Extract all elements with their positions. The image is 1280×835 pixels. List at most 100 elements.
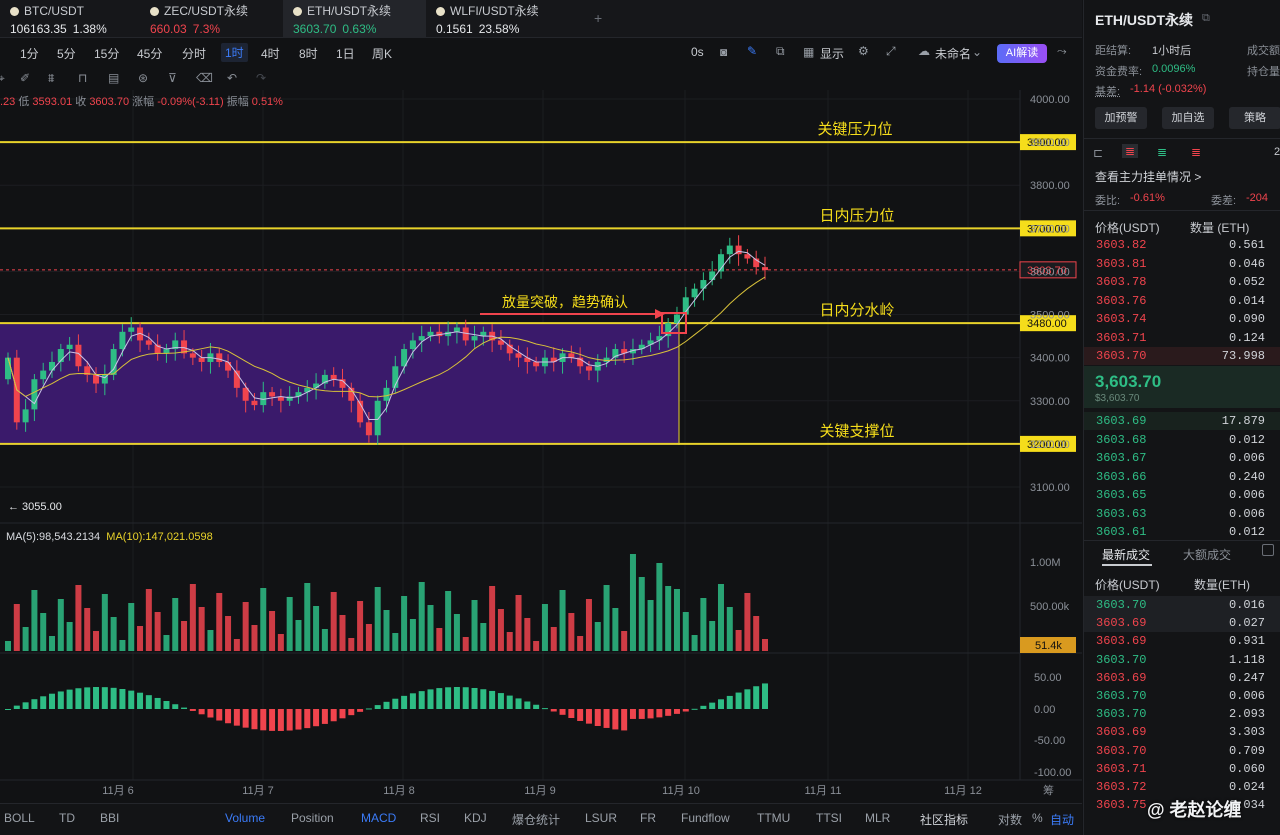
ind-lsur[interactable]: LSUR — [585, 811, 617, 825]
trash-icon[interactable]: ⌫ — [196, 71, 213, 85]
macd-histogram-bar — [753, 686, 759, 709]
chevron-down-icon[interactable]: ⌄ — [972, 45, 982, 59]
ask-row[interactable]: 3603.81 0.046 — [1084, 255, 1280, 273]
candle-body — [128, 327, 134, 331]
tab-wlfi-name: WLFI/USDT永续 — [450, 4, 539, 18]
layout-icon[interactable]: ▦ — [803, 45, 814, 59]
filter-icon[interactable]: ⊽ — [168, 71, 177, 85]
tf-45m[interactable]: 45分 — [137, 45, 162, 62]
tf-1h[interactable]: 1时 — [221, 43, 248, 62]
ai-analysis-button[interactable]: AI解读 — [997, 44, 1047, 63]
ind-mlr[interactable]: MLR — [865, 811, 890, 825]
alert-button[interactable]: 加预警 — [1095, 107, 1147, 129]
tab-btc[interactable]: BTC/USDT 106163.35 1.38% — [0, 0, 140, 38]
pen-icon[interactable]: ✐ — [20, 71, 30, 85]
ask-row[interactable]: 3603.74 0.090 — [1084, 310, 1280, 328]
display-button[interactable]: 显示 — [820, 45, 844, 62]
tf-1m[interactable]: 1分 — [20, 45, 39, 62]
macd-histogram-bar — [287, 709, 293, 731]
tf-4h[interactable]: 4时 — [261, 45, 280, 62]
tab-zec[interactable]: ZEC/USDT永续 660.03 7.3% — [140, 0, 283, 38]
tf-8h[interactable]: 8时 — [299, 45, 318, 62]
ask-row[interactable]: 3603.71 0.124 — [1084, 329, 1280, 347]
ind-kdj[interactable]: KDJ — [464, 811, 487, 825]
tf-1d[interactable]: 1日 — [336, 45, 355, 62]
tf-1w[interactable]: 周K — [372, 45, 392, 62]
ind-fr[interactable]: FR — [640, 811, 656, 825]
settings-icon[interactable]: ⚙ — [858, 44, 869, 58]
percent-toggle[interactable]: % — [1032, 811, 1043, 825]
bid-row[interactable]: 3603.65 0.006 — [1084, 486, 1280, 504]
volume-bar — [278, 634, 284, 651]
magnet-icon[interactable]: ⊛ — [138, 71, 148, 85]
ohlc-chg: -0.09%(-3.11) — [157, 96, 223, 108]
tf-15m[interactable]: 15分 — [94, 45, 119, 62]
camera-icon[interactable]: ◙ — [720, 45, 727, 59]
draw-icon[interactable]: ✎ — [747, 44, 757, 58]
tab-eth[interactable]: ETH/USDT永续 3603.70 0.63% — [283, 0, 426, 38]
panel-symbol-title: ETH/USDT永续 — [1095, 10, 1193, 30]
add-tab-icon[interactable]: + — [594, 10, 602, 26]
strategy-button[interactable]: 策略 — [1229, 107, 1280, 129]
ob-mode-combined-icon[interactable]: ≣ — [1122, 144, 1138, 158]
bid-row[interactable]: 3603.69 17.879 — [1084, 412, 1280, 430]
tf-5m[interactable]: 5分 — [57, 45, 76, 62]
ind-td[interactable]: TD — [59, 811, 75, 825]
bid-row[interactable]: 3603.68 0.012 — [1084, 431, 1280, 449]
chart-area[interactable]: 3900.00 关键压力位 3700.00 日内压力位 3480.00 日内分水岭 3200… — [0, 90, 1082, 803]
big-trades-checkbox[interactable] — [1262, 544, 1274, 556]
undo-icon[interactable]: ↶ — [227, 71, 237, 85]
share-icon[interactable]: ⤳ — [1057, 44, 1067, 59]
ind-volume[interactable]: Volume — [225, 811, 265, 825]
trades-col-price: 价格(USDT) — [1095, 576, 1160, 593]
ob-mode-asks-icon[interactable]: ≣ — [1191, 145, 1201, 159]
redo-icon[interactable]: ↷ — [256, 71, 266, 85]
copy-icon[interactable]: ⧉ — [776, 44, 785, 59]
depth-link[interactable]: 查看主力挂单情况 > — [1095, 168, 1201, 185]
macd-histogram-bar — [586, 709, 592, 724]
ask-row[interactable]: 3603.76 0.014 — [1084, 292, 1280, 310]
macd-histogram-bar — [709, 703, 715, 709]
diff-label: 委差: — [1211, 192, 1236, 208]
big-trades-tab[interactable]: 大额成交 — [1183, 546, 1231, 563]
ask-row[interactable]: 3603.82 0.561 — [1084, 236, 1280, 254]
candle-body — [586, 366, 592, 370]
lock-icon[interactable]: ⊓ — [78, 71, 87, 85]
fullscreen-icon[interactable]: ⤢ — [886, 44, 896, 59]
ind-macd[interactable]: MACD — [361, 811, 396, 825]
watchlist-button[interactable]: 加自选 — [1162, 107, 1214, 129]
bid-row[interactable]: 3603.61 0.012 — [1084, 523, 1280, 541]
ind-ttsi[interactable]: TTSI — [816, 811, 842, 825]
ind-boll[interactable]: BOLL — [4, 811, 35, 825]
ask-row[interactable]: 3603.70 73.998 — [1084, 347, 1280, 365]
tf-line[interactable]: 分时 — [182, 45, 206, 62]
ind-community[interactable]: 社区指标 — [920, 811, 968, 828]
pattern-icon[interactable]: ⩩ — [48, 71, 54, 86]
ind-ttmu[interactable]: TTMU — [757, 811, 790, 825]
ob-mode-bids-icon[interactable]: ≣ — [1157, 145, 1167, 159]
ind-liq[interactable]: 爆仓统计 — [512, 811, 560, 828]
ob-mode-both-icon[interactable]: ⊏ — [1093, 146, 1103, 160]
ask-row[interactable]: 3603.78 0.052 — [1084, 273, 1280, 291]
log-toggle[interactable]: 对数 — [998, 811, 1022, 828]
tab-wlfi[interactable]: WLFI/USDT永续 0.1561 23.58% — [426, 0, 576, 38]
pointer-icon[interactable]: ⌖ — [0, 71, 5, 86]
cloud-icon[interactable]: ☁ — [918, 44, 930, 58]
copy-symbol-icon[interactable]: ⧉ — [1202, 12, 1210, 25]
auto-toggle[interactable]: 自动 — [1050, 811, 1074, 828]
layout-name[interactable]: 未命名 — [935, 45, 971, 62]
bid-row[interactable]: 3603.63 0.006 — [1084, 505, 1280, 523]
bid-row[interactable]: 3603.66 0.240 — [1084, 468, 1280, 486]
trades-col-qty[interactable]: 数量(ETH) — [1194, 576, 1250, 593]
ind-fundflow[interactable]: Fundflow — [681, 811, 730, 825]
candle-body — [199, 358, 205, 362]
template-icon[interactable]: ▤ — [108, 71, 119, 85]
latest-trades-tab[interactable]: 最新成交 — [1102, 546, 1150, 563]
ob-col-qty[interactable]: 数量 (ETH) — [1190, 219, 1249, 236]
volume-bar — [463, 637, 469, 651]
ind-position[interactable]: Position — [291, 811, 334, 825]
volume-bar — [357, 601, 363, 651]
bid-row[interactable]: 3603.67 0.006 — [1084, 449, 1280, 467]
ind-bbi[interactable]: BBI — [100, 811, 119, 825]
ind-rsi[interactable]: RSI — [420, 811, 440, 825]
